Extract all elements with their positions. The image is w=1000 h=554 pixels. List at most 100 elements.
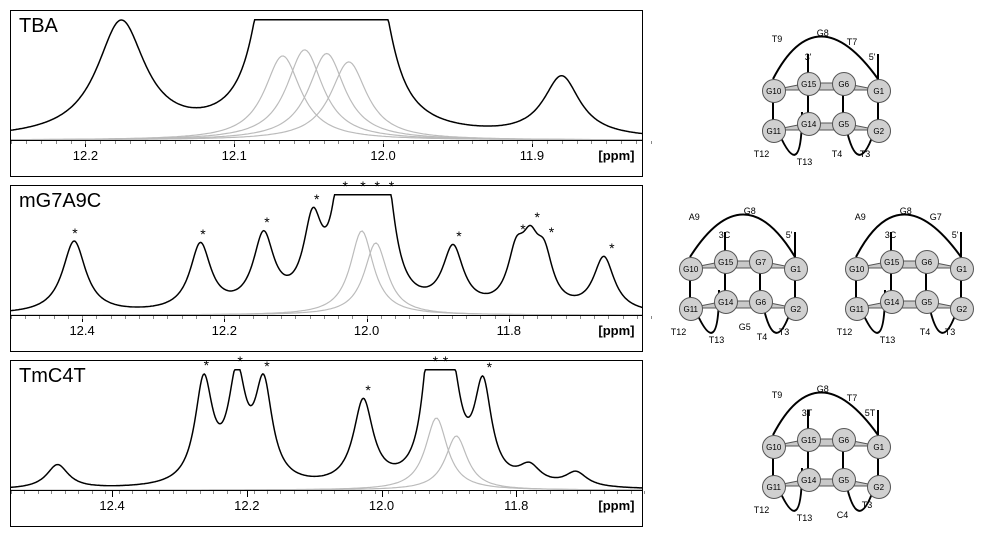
- residue-label: T4: [832, 149, 843, 159]
- residue-node: G5: [915, 290, 939, 314]
- residue-label: G5: [739, 322, 751, 332]
- residue-label: A9: [689, 212, 700, 222]
- residue-node: G7: [749, 250, 773, 274]
- residue-node: G2: [784, 297, 808, 321]
- diagram-column: G10 G15 G6 G1 G11 G14 G5 G2 T9 G8 T7 3' 5' T12 T13 T4 T3…: [643, 10, 990, 544]
- peak-marker: *: [365, 382, 370, 398]
- residue-node: G1: [867, 435, 891, 459]
- tick-label: 12.1: [222, 148, 247, 163]
- residue-node: G5: [832, 468, 856, 492]
- axis-unit: [ppm]: [598, 323, 634, 338]
- residue-label: 3': [805, 52, 812, 62]
- residue-label: G8: [817, 384, 829, 394]
- spectra-column: TBA12.212.112.011.9[ppm]mG7A9C**********…: [10, 10, 643, 544]
- residue-node: G14: [880, 290, 904, 314]
- residue-node: G1: [784, 257, 808, 281]
- residue-label: T3: [862, 500, 873, 510]
- peak-marker: *: [314, 191, 319, 207]
- residue-node: G10: [762, 79, 786, 103]
- residue-node: G5: [832, 112, 856, 136]
- residue-label: T12: [671, 327, 687, 337]
- residue-label: T9: [772, 34, 783, 44]
- peak-marker: *: [389, 178, 394, 194]
- residue-label: T12: [754, 505, 770, 515]
- residue-node: G2: [950, 297, 974, 321]
- residue-label: T13: [797, 157, 813, 167]
- peak-marker: *: [264, 214, 269, 230]
- residue-node: G10: [679, 257, 703, 281]
- residue-label: G8: [744, 206, 756, 216]
- diagram-row: G10G15G7G1G11G14G6G2A9G85'3CT12T13G5T4T3…: [653, 202, 990, 352]
- residue-label: T3: [860, 149, 871, 159]
- residue-label: 5T: [865, 408, 876, 418]
- residue-node: G1: [950, 257, 974, 281]
- x-axis: 12.2 12.1 12.0 11.9 [ppm]: [11, 140, 642, 176]
- residue-node: G14: [797, 112, 821, 136]
- peak-marker: *: [609, 240, 614, 256]
- x-axis: 12.412.212.011.8[ppm]: [11, 490, 642, 526]
- residue-node: G11: [845, 297, 869, 321]
- residue-label: 3T: [802, 408, 813, 418]
- residue-node: G10: [762, 435, 786, 459]
- residue-node: G6: [749, 290, 773, 314]
- spectrum-svg: [11, 361, 642, 491]
- peak-marker: *: [204, 357, 209, 373]
- x-axis: 12.412.212.011.8[ppm]: [11, 315, 642, 351]
- quadruplex-diagram: G10G15G6G1G11G14G5G2A9G7G85'3CT12T13T4T3: [825, 202, 985, 352]
- diagram-row: G10G15G6G1G11G14G5G2T9G8T73T5TT12T13C4T3: [653, 380, 990, 530]
- residue-node: G15: [797, 72, 821, 96]
- tick-label: 12.0: [354, 323, 379, 338]
- peak-marker: *: [443, 353, 448, 369]
- spectrum-svg: [11, 11, 642, 141]
- residue-node: G6: [832, 428, 856, 452]
- tick-label: 12.2: [73, 148, 98, 163]
- residue-node: G1: [867, 79, 891, 103]
- residue-node: G6: [832, 72, 856, 96]
- residue-label: 3C: [719, 230, 731, 240]
- residue-label: A9: [855, 212, 866, 222]
- tick-label: 12.2: [234, 498, 259, 513]
- tick-label: 11.9: [520, 148, 544, 163]
- tick-label: 11.8: [504, 498, 528, 513]
- residue-node: G14: [797, 468, 821, 492]
- peak-marker: *: [549, 224, 554, 240]
- residue-node: G10: [845, 257, 869, 281]
- quadruplex-diagram: G10G15G7G1G11G14G6G2A9G85'3CT12T13G5T4T3: [659, 202, 819, 352]
- peak-marker: *: [534, 209, 539, 225]
- peak-marker: *: [72, 225, 77, 241]
- quadruplex-diagram: G10G15G6G1G11G14G5G2T9G8T73T5TT12T13C4T3: [742, 380, 902, 530]
- residue-label: 5': [869, 52, 876, 62]
- residue-node: G15: [797, 428, 821, 452]
- peak-marker: *: [200, 226, 205, 242]
- tick-label: 12.0: [370, 148, 395, 163]
- residue-label: T9: [772, 390, 783, 400]
- spectrum-TBA: TBA12.212.112.011.9[ppm]: [10, 10, 643, 177]
- diagram-row: G10G15G6G1G11G14G5G2T9G8T73'5'T12T13T4T3: [653, 24, 990, 174]
- peak-marker: *: [374, 178, 379, 194]
- peak-marker: *: [360, 178, 365, 194]
- peak-marker: *: [433, 353, 438, 369]
- residue-label: T7: [847, 37, 858, 47]
- residue-node: G11: [762, 475, 786, 499]
- axis-unit: [ppm]: [598, 148, 634, 163]
- spectrum-svg: [11, 186, 642, 316]
- residue-label: G8: [900, 206, 912, 216]
- residue-label: T13: [709, 335, 725, 345]
- residue-node: G11: [762, 119, 786, 143]
- residue-label: T7: [847, 393, 858, 403]
- residue-label: 5': [786, 230, 793, 240]
- spectrum-mG7A9C: mG7A9C*************12.412.212.011.8[ppm]: [10, 185, 643, 352]
- residue-node: G6: [915, 250, 939, 274]
- residue-label: T4: [920, 327, 931, 337]
- peak-marker: *: [456, 228, 461, 244]
- residue-label: T13: [797, 513, 813, 523]
- axis-unit: [ppm]: [598, 498, 634, 513]
- spectrum-TmC4T: TmC4T*******12.412.212.011.8[ppm]: [10, 360, 643, 527]
- residue-label: G8: [817, 28, 829, 38]
- tick-label: 11.8: [497, 323, 521, 338]
- residue-node: G15: [714, 250, 738, 274]
- residue-label: C4: [837, 510, 849, 520]
- residue-label: T12: [837, 327, 853, 337]
- residue-node: G2: [867, 119, 891, 143]
- residue-label: G7: [930, 212, 942, 222]
